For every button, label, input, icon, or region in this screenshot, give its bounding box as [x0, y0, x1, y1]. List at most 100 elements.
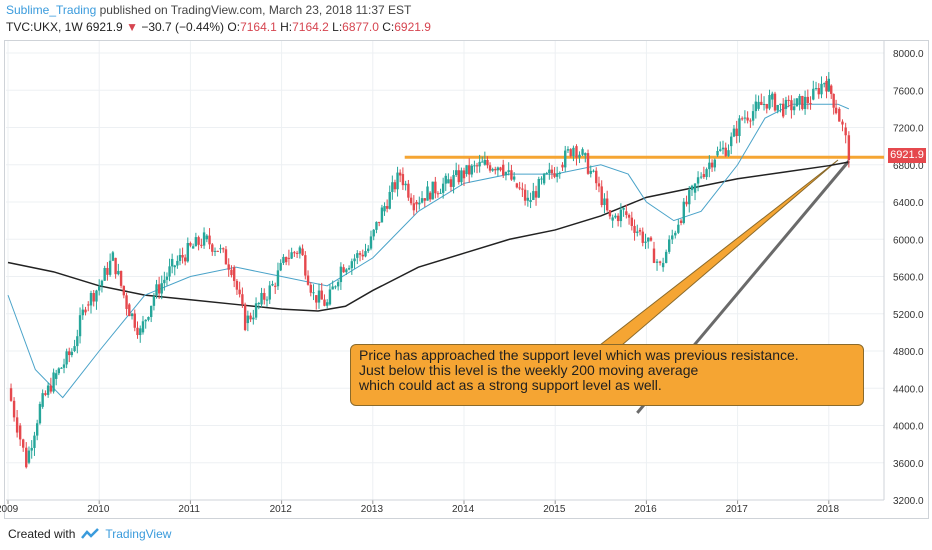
candle-body: [690, 185, 694, 191]
candle-body: [398, 172, 402, 176]
candle-body: [677, 224, 680, 233]
candle-body: [730, 136, 733, 147]
candle-body: [304, 255, 307, 276]
annotation-line-3: which could act as a strong support leve…: [359, 377, 662, 393]
candle-body: [238, 289, 241, 295]
candle-body: [208, 235, 211, 245]
candle-body: [33, 435, 36, 448]
candle-body: [163, 279, 166, 284]
candle-body: [55, 373, 58, 379]
candle-body: [823, 83, 826, 85]
candle-body: [377, 221, 381, 223]
candle-body: [454, 170, 458, 176]
candle-body: [367, 248, 370, 252]
candle-body: [668, 239, 671, 252]
candle-body: [252, 317, 255, 320]
candle-body: [431, 181, 434, 200]
candle-body: [460, 170, 463, 183]
footer: Created with TradingView: [8, 525, 171, 543]
candle-body: [130, 313, 134, 317]
candle-body: [529, 200, 532, 202]
candle-body: [230, 269, 233, 276]
x-tick-label: 2011: [178, 504, 200, 515]
candle-body: [243, 304, 247, 331]
y-tick-label: 4800.0: [893, 347, 924, 358]
candle-body: [364, 251, 367, 257]
candle-body: [647, 237, 650, 242]
candle-body: [235, 280, 239, 290]
candle-body: [814, 88, 818, 90]
candle-body: [655, 261, 659, 263]
candle-body: [407, 183, 410, 198]
candle-body: [189, 243, 192, 246]
candle-body: [152, 296, 156, 306]
candle-body: [312, 292, 315, 294]
y-tick-label: 6800.0: [893, 161, 924, 172]
candle-body: [575, 146, 578, 158]
candle-body: [81, 309, 84, 316]
candle-body: [420, 198, 424, 203]
candle-body: [441, 183, 445, 193]
candle-body: [773, 93, 777, 111]
candle-body: [290, 252, 293, 259]
candle-body: [287, 257, 291, 259]
candle-body: [452, 175, 455, 187]
candle-body: [652, 248, 656, 263]
candle-body: [834, 107, 838, 114]
candle-body: [439, 192, 442, 194]
candle-body: [268, 285, 271, 300]
x-tick-label: 2009: [0, 504, 19, 515]
high-label: H:: [280, 20, 293, 34]
candle-body: [295, 252, 299, 254]
candle-body: [512, 176, 516, 180]
y-tick-label: 6400.0: [893, 198, 924, 209]
author-link[interactable]: Sublime_Trading: [6, 3, 97, 17]
candle-body: [372, 229, 375, 237]
y-tick-label: 3600.0: [893, 459, 924, 470]
candle-body: [76, 336, 79, 347]
candle-body: [62, 364, 66, 368]
candle-body: [224, 249, 228, 265]
candle-body: [111, 252, 115, 261]
y-tick-label: 7600.0: [893, 86, 924, 97]
candle-body: [548, 169, 551, 174]
candle-body: [434, 181, 437, 194]
candle-body: [542, 173, 546, 184]
candle-body: [293, 252, 296, 254]
low-label: L:: [332, 20, 343, 34]
candle-body: [18, 425, 22, 440]
ma-short-line: [7, 103, 850, 399]
candle-body: [827, 78, 830, 92]
candle-body: [87, 304, 90, 306]
candle-body: [309, 284, 312, 293]
annotation-callout[interactable]: Price has approached the support level w…: [350, 344, 864, 406]
candle-body: [619, 209, 623, 222]
candle-body: [306, 275, 310, 285]
chart-frame: [4, 40, 929, 519]
candle-body: [820, 83, 823, 95]
candle-body: [751, 111, 755, 121]
candle-body: [396, 172, 399, 190]
tradingview-brand-link[interactable]: TradingView: [105, 527, 172, 541]
candle-body: [760, 101, 763, 105]
candle-body: [165, 276, 169, 280]
candle-body: [830, 85, 833, 94]
candle-body: [178, 255, 182, 261]
candle-body: [488, 165, 492, 171]
candle-body: [315, 295, 318, 303]
candle-body: [155, 284, 158, 296]
candle-body: [375, 221, 378, 230]
candle-body: [149, 305, 153, 318]
candle-body: [326, 302, 329, 306]
candle-body: [671, 235, 674, 240]
candle-body: [254, 303, 258, 318]
x-tick-label: 2015: [543, 504, 566, 515]
candle-body: [65, 351, 68, 365]
y-tick-label: 8000.0: [893, 49, 924, 60]
candle-body: [436, 193, 440, 195]
candle-body: [825, 80, 828, 92]
candle-body: [600, 186, 603, 206]
candle-body: [9, 388, 13, 401]
candle-body: [616, 215, 620, 222]
